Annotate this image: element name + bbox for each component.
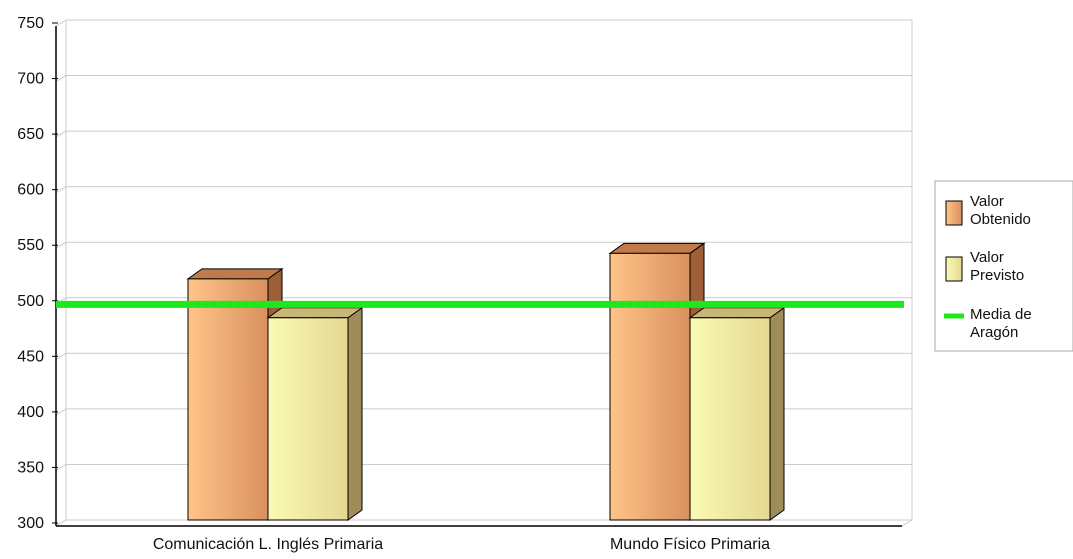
gridline-depth — [55, 241, 67, 249]
bar-valor-previsto-side — [347, 306, 363, 521]
bar-valor-previsto — [266, 306, 364, 521]
y-tick-label: 450 — [17, 348, 44, 365]
legend-swatch-previsto — [945, 256, 963, 282]
x-category-label: Comunicación L. Inglés Primaria — [153, 536, 383, 553]
gridline-depth — [55, 130, 67, 138]
gridline-depth — [55, 464, 67, 471]
legend-swatch-obtenido — [945, 200, 963, 226]
bar-valor-obtenido-top — [608, 242, 706, 254]
labels-layer: 300 350 400 450 500 550 600 650 700 750 Comunicaci… — [17, 15, 770, 553]
legend-label-obtenido-2: Obtenido — [970, 211, 1031, 228]
y-tick-label: 300 — [17, 515, 44, 532]
bar-valor-previsto-top — [266, 307, 364, 319]
bar-valor-previsto — [688, 306, 786, 521]
y-tick-label: 350 — [17, 459, 44, 476]
legend-label-previsto-1: Valor — [970, 249, 1004, 266]
bar-valor-previsto-front — [267, 317, 349, 521]
bar-valor-previsto-side — [769, 306, 785, 521]
legend-label-obtenido-1: Valor — [970, 193, 1004, 210]
gridline-depth — [55, 186, 67, 194]
gridline-depth — [55, 352, 67, 360]
y-tick-label: 400 — [17, 404, 44, 421]
legend-label-previsto-2: Previsto — [970, 267, 1024, 284]
bar-valor-obtenido-front — [609, 252, 691, 521]
bar-valor-previsto-front — [689, 317, 771, 521]
y-tick-label: 500 — [17, 293, 44, 310]
bar-valor-obtenido-front — [187, 278, 269, 521]
x-category-label: Mundo Físico Primaria — [610, 536, 770, 553]
y-tick-label: 550 — [17, 237, 44, 254]
bars-layer — [186, 242, 786, 521]
legend-label-media-2: Aragón — [970, 324, 1018, 341]
legend-label-media-1: Media de — [970, 306, 1032, 323]
y-tick-label: 650 — [17, 126, 44, 143]
axes-layer — [52, 22, 902, 527]
bar-valor-obtenido-top — [186, 268, 284, 280]
y-tick-label: 700 — [17, 71, 44, 88]
gridline-depth — [55, 19, 67, 27]
bar-valor-previsto-top — [688, 307, 786, 319]
y-tick-label: 750 — [17, 15, 44, 32]
gridline-depth — [55, 408, 67, 416]
gridline-depth — [55, 75, 67, 82]
floor-edge-right — [901, 519, 913, 527]
y-tick-label: 600 — [17, 182, 44, 199]
gridline-depth — [55, 519, 67, 527]
